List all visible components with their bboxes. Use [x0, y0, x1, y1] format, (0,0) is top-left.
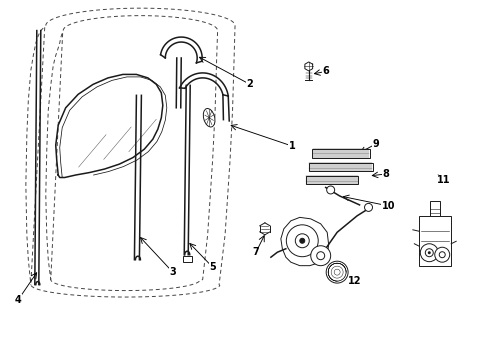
Polygon shape — [280, 217, 328, 266]
Text: 12: 12 — [347, 276, 361, 285]
Circle shape — [299, 238, 304, 243]
Text: 10: 10 — [381, 201, 394, 211]
Text: 6: 6 — [322, 67, 328, 76]
Circle shape — [286, 225, 318, 257]
Circle shape — [326, 186, 334, 194]
Text: 7: 7 — [252, 247, 259, 257]
Circle shape — [434, 247, 449, 262]
Bar — [183, 256, 192, 262]
Circle shape — [310, 246, 330, 266]
Ellipse shape — [203, 108, 215, 127]
Bar — [312, 149, 369, 158]
Text: 2: 2 — [246, 79, 253, 89]
Bar — [305, 176, 357, 184]
Text: 5: 5 — [209, 262, 216, 272]
Circle shape — [325, 261, 347, 283]
Bar — [429, 201, 439, 216]
Text: 8: 8 — [381, 169, 388, 179]
Text: 9: 9 — [371, 139, 378, 149]
Circle shape — [420, 244, 437, 262]
Bar — [308, 163, 372, 171]
Text: 11: 11 — [436, 175, 449, 185]
Text: 1: 1 — [288, 141, 295, 151]
Text: 3: 3 — [169, 267, 176, 277]
Circle shape — [364, 203, 372, 211]
Bar — [419, 216, 450, 266]
Text: 4: 4 — [15, 294, 21, 305]
Circle shape — [427, 251, 430, 254]
